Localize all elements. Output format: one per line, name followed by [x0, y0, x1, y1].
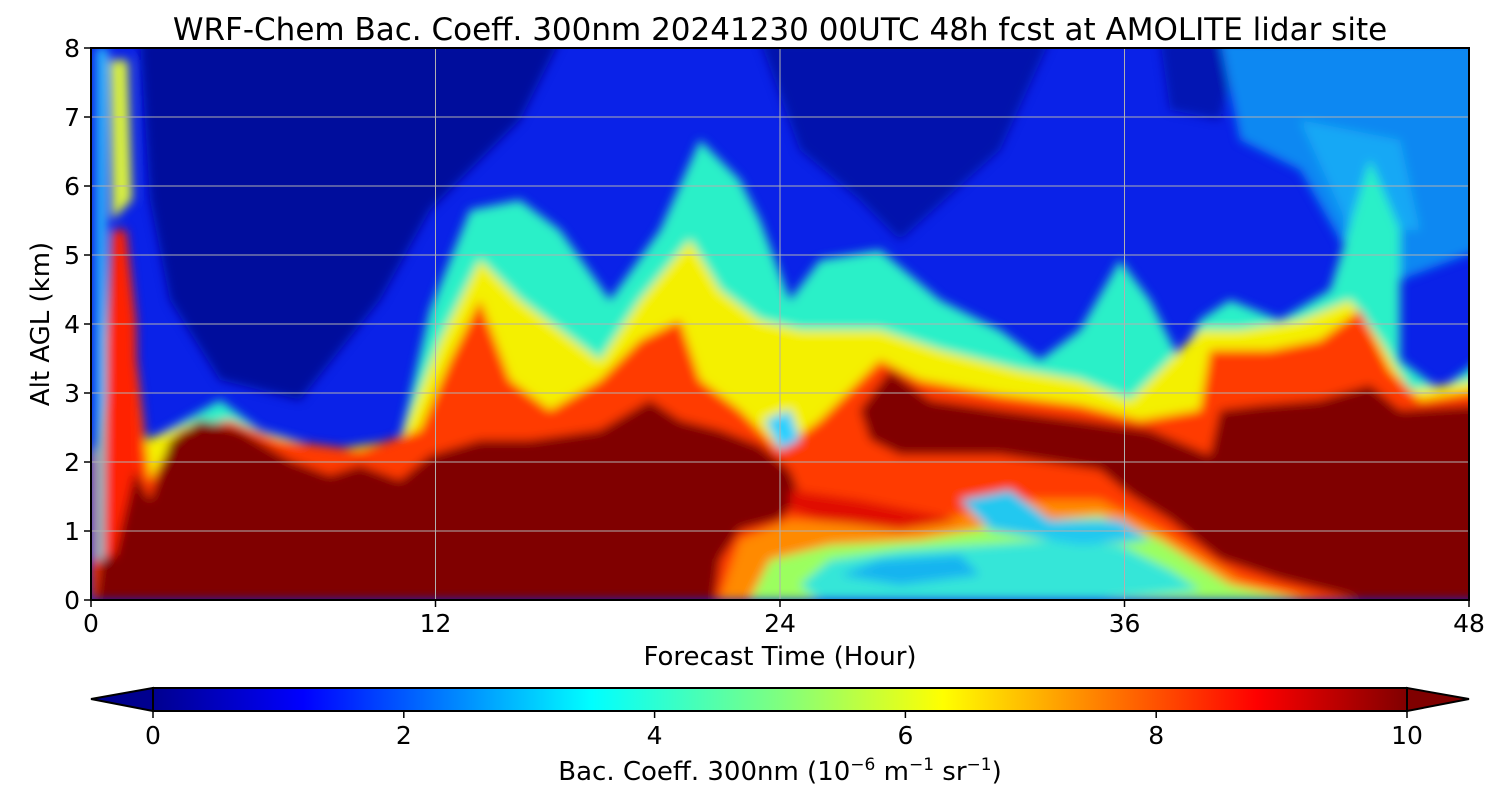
colorbar-extend-min	[90, 686, 154, 713]
y-tick-label: 3	[64, 379, 80, 408]
y-axis: 0 1 2 3 4 5 6 7 8	[64, 34, 91, 615]
y-tick-label: 6	[64, 172, 80, 201]
x-tick-label: 12	[420, 609, 452, 638]
x-tick-label: 48	[1453, 609, 1485, 638]
colorbar-extend-max	[1406, 686, 1470, 713]
x-tick-label: 24	[764, 609, 796, 638]
x-tick-label: 36	[1109, 609, 1141, 638]
heatmap-field	[91, 48, 1469, 600]
colorbar-tick-label: 10	[1391, 721, 1423, 750]
y-tick-label: 5	[64, 241, 80, 270]
colorbar: 0 2 4 6 8 10 Bac. Coeff. 300nm (10−6 m−1 sr−1…	[90, 686, 1470, 787]
colorbar-label: Bac. Coeff. 300nm (10−6 m−1 sr−1)	[558, 755, 1001, 787]
x-tick-label: 0	[83, 609, 99, 638]
colorbar-tick-label: 4	[647, 721, 663, 750]
colorbar-tick-label: 2	[396, 721, 412, 750]
colorbar-gradient	[153, 688, 1407, 711]
colorbar-tick-label: 6	[897, 721, 913, 750]
x-axis-label: Forecast Time (Hour)	[643, 642, 916, 672]
colorbar-tick-label: 8	[1148, 721, 1164, 750]
y-tick-label: 2	[64, 448, 80, 477]
y-tick-label: 8	[64, 34, 80, 63]
colorbar-tick-label: 0	[145, 721, 161, 750]
x-axis: 0 12 24 36 48	[83, 600, 1485, 638]
y-tick-label: 0	[64, 586, 80, 615]
chart-title: WRF-Chem Bac. Coeff. 300nm 20241230 00UT…	[173, 12, 1387, 48]
y-tick-label: 7	[64, 103, 80, 132]
y-axis-label: Alt AGL (km)	[26, 242, 56, 406]
colorbar-ticks: 0 2 4 6 8 10	[145, 711, 1423, 750]
y-tick-label: 4	[64, 310, 80, 339]
y-tick-label: 1	[64, 517, 80, 546]
